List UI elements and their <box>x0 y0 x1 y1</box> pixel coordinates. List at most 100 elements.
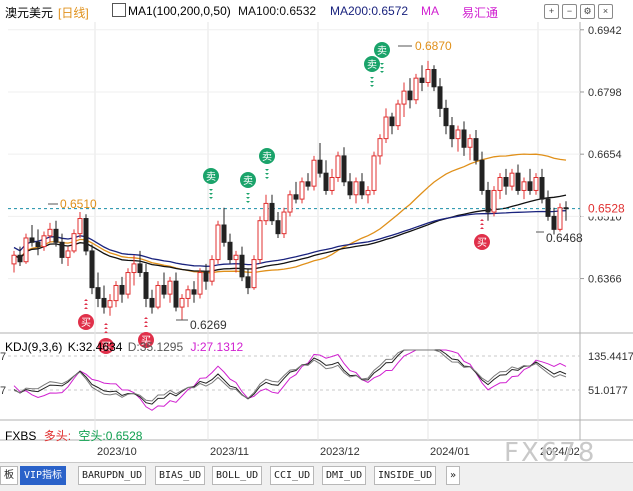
tab-scroll-right[interactable]: » <box>446 466 461 485</box>
tab-inside[interactable]: INSIDE_UD <box>374 466 437 485</box>
tab-prefix[interactable]: 板 <box>0 466 18 485</box>
candle <box>101 297 107 308</box>
candle <box>131 263 137 274</box>
sell-arrow-icon <box>246 201 250 203</box>
buy-signal: 买 <box>138 317 154 348</box>
close-icon[interactable]: × <box>598 4 613 19</box>
candle <box>467 138 473 148</box>
period-label[interactable]: [日线] <box>58 6 89 20</box>
candle <box>437 86 443 109</box>
candle <box>29 237 35 243</box>
kdj-d-line <box>13 349 567 402</box>
buy-arrow-icon <box>480 223 484 225</box>
candle <box>455 129 461 140</box>
fxbs-short: 空头:0.6528 <box>78 429 143 443</box>
buy-signal-badge <box>78 314 94 330</box>
sell-signal-label: 卖 <box>367 59 377 71</box>
x-axis-label: 2024/01 <box>430 446 470 458</box>
sell-signal-label: 卖 <box>262 151 272 163</box>
ma100-line <box>13 194 567 272</box>
candle <box>35 241 41 248</box>
candle <box>83 218 89 252</box>
buy-arrow-icon <box>144 317 148 319</box>
indicator-tab-bar: 板 VIP指标 BARUPDN_UD BIAS_UD BOLL_UD CCI_U… <box>0 462 633 491</box>
candle <box>137 263 143 274</box>
ma-settings-icon[interactable] <box>112 3 126 17</box>
candle <box>377 138 383 157</box>
sell-arrow-icon <box>246 197 250 199</box>
current-price-label: 0.6528 <box>588 202 625 216</box>
candle <box>215 224 221 261</box>
buy-signal: 买 <box>474 219 490 250</box>
buy-signal-label: 买 <box>101 341 111 353</box>
candle <box>545 198 551 217</box>
buy-arrow-icon <box>104 327 108 329</box>
sell-signal: 卖 <box>203 168 219 199</box>
tab-dmi[interactable]: DMI_UD <box>322 466 367 485</box>
candle <box>539 177 545 200</box>
candle <box>509 172 515 187</box>
candle <box>179 297 185 308</box>
kdj-k: K:32.4634 <box>67 340 123 354</box>
tab-barupdn[interactable]: BARUPDN_UD <box>78 466 147 485</box>
candle <box>107 300 113 308</box>
candle <box>59 241 65 258</box>
candle <box>77 218 83 235</box>
buy-arrow-icon <box>84 299 88 301</box>
candle <box>395 103 401 127</box>
zoom-out-icon[interactable]: − <box>562 4 577 19</box>
ma100-value: MA100:0.6532 <box>238 4 317 18</box>
zoom-in-icon[interactable]: + <box>544 4 559 19</box>
candle <box>521 181 527 191</box>
candle <box>491 189 497 213</box>
candle <box>167 280 173 295</box>
buy-signal-badge <box>474 234 490 250</box>
chart-header: 澳元美元 [日线] MA1(100,200,0,50) MA100:0.6532… <box>0 0 633 22</box>
kdj-axis-label: 135.4417 <box>588 351 633 363</box>
symbol-name: 澳元美元 <box>5 6 54 20</box>
candle <box>239 254 245 278</box>
candle <box>41 235 47 248</box>
candle <box>197 272 203 295</box>
candle <box>353 181 359 196</box>
candle <box>233 254 239 261</box>
kdj-j-line <box>13 349 567 411</box>
candle <box>281 211 287 235</box>
candle <box>89 250 95 289</box>
candle <box>71 233 77 252</box>
tab-cci[interactable]: CCI_UD <box>270 466 315 485</box>
sell-signal-badge <box>203 168 219 184</box>
buy-signal-badge <box>98 338 114 354</box>
buy-arrow-icon <box>480 219 484 221</box>
candle <box>119 284 125 295</box>
candle <box>479 159 485 191</box>
buy-arrow-icon <box>144 321 148 323</box>
x-axis-label: 2023/12 <box>320 446 360 458</box>
tab-vip[interactable]: VIP指标 <box>20 466 67 485</box>
candle <box>461 129 467 148</box>
buy-signal-label: 买 <box>81 317 91 329</box>
price-chart[interactable]: 0.6942 0.6798 0.6654 0.6510 0.6366 0.6528 0.68… <box>0 0 633 462</box>
candle <box>251 259 257 289</box>
high-annotation: 0.6870 <box>415 39 452 53</box>
candle <box>293 194 299 200</box>
low1-annotation: 0.6269 <box>190 318 227 332</box>
candle <box>449 125 455 140</box>
level-annotation: 0.6510 <box>60 197 97 211</box>
buy-arrow-icon <box>104 323 108 325</box>
gear-icon[interactable]: ⚙ <box>580 4 595 19</box>
kdj-d: D:35.1295 <box>127 340 184 354</box>
candle <box>47 228 53 237</box>
kdj-header: KDJ(9,3,6) K:32.4634 D:35.1295 J:27.1312 <box>5 340 243 354</box>
sell-arrow-icon <box>209 189 213 191</box>
candle <box>503 177 509 187</box>
candle <box>203 272 209 282</box>
candle <box>257 220 263 261</box>
sell-arrow-icon <box>380 71 384 73</box>
candle <box>473 138 479 161</box>
sell-arrow-icon <box>380 67 384 69</box>
tab-boll[interactable]: BOLL_UD <box>212 466 263 485</box>
tab-bias[interactable]: BIAS_UD <box>155 466 206 485</box>
sell-arrow-icon <box>209 197 213 199</box>
candle <box>245 276 251 289</box>
